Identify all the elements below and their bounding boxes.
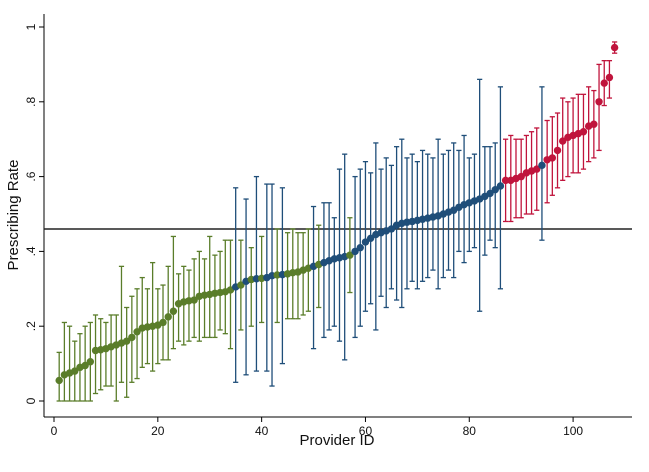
data-point (86, 358, 95, 366)
error-bar (118, 265, 125, 383)
error-bar (461, 134, 467, 264)
data-point (387, 225, 396, 233)
x-axis-title: Provider ID (299, 432, 374, 449)
y-tick-label: .4 (24, 246, 38, 256)
error-bar (108, 314, 114, 387)
data-point (595, 98, 603, 106)
data-point (496, 182, 505, 190)
y-tick-label: .6 (24, 171, 38, 181)
error-bar (61, 321, 67, 402)
x-tick-label: 80 (463, 424, 477, 438)
axes (43, 14, 632, 418)
data-point (538, 161, 546, 170)
data-point (237, 281, 245, 289)
error-bar (321, 202, 327, 339)
x-tick-label: 100 (563, 424, 583, 438)
data-point (346, 251, 354, 259)
error-bar (139, 276, 145, 368)
error-bar (150, 261, 156, 372)
data-point (491, 185, 499, 194)
error-bar (222, 239, 228, 335)
data-point (548, 154, 557, 162)
error-bar (409, 153, 415, 282)
y-tick-label: .8 (24, 96, 38, 106)
error-bar (124, 306, 130, 398)
error-bar (477, 78, 483, 312)
error-bar (482, 146, 488, 256)
error-bar (66, 325, 73, 402)
y-axis-title: Prescribing Rate (5, 160, 22, 271)
data-point (55, 376, 63, 385)
ticks: 0 20 40 60 80 100 0 .2 .4 .6 .8 1 (24, 23, 583, 438)
data-point (122, 337, 131, 345)
data-point (133, 328, 141, 336)
data-point (159, 318, 167, 327)
data-point (71, 367, 79, 375)
y-tick-label: 0 (24, 397, 38, 404)
error-bar (492, 142, 498, 249)
data-point (351, 247, 359, 256)
y-tick-label: .2 (24, 321, 38, 331)
data-point (579, 128, 588, 136)
data-point (610, 43, 619, 52)
data-point (190, 296, 198, 304)
error-bar (56, 351, 62, 402)
data-point (553, 146, 562, 155)
y-tick-label: 1 (24, 23, 38, 30)
data-point (356, 243, 364, 252)
error-bar (181, 265, 187, 346)
error-bar (248, 247, 254, 327)
error-bar (300, 232, 306, 316)
data-points (55, 43, 619, 385)
error-bar (326, 202, 332, 331)
data-point (605, 73, 614, 82)
x-tick-label: 40 (255, 424, 269, 438)
error-bar (295, 232, 301, 320)
error-bar (414, 160, 420, 290)
error-bar (352, 175, 358, 339)
error-bar (269, 183, 275, 387)
error-bar (207, 235, 213, 339)
error-bar (362, 160, 369, 312)
error-bar (175, 273, 182, 342)
error-bar (103, 321, 109, 387)
error-bar (98, 318, 104, 391)
error-bar (243, 198, 249, 376)
data-point (517, 172, 525, 181)
error-bar (113, 314, 119, 402)
data-point (600, 79, 608, 87)
error-bar (165, 265, 171, 361)
data-point (501, 176, 510, 185)
error-bar (186, 269, 192, 342)
error-bar (456, 149, 462, 253)
data-point (559, 137, 567, 145)
error-bar (227, 239, 234, 350)
data-point (169, 307, 178, 315)
data-point (361, 238, 370, 246)
data-point (486, 189, 494, 198)
x-tick-label: 0 (51, 424, 58, 438)
error-bar (170, 235, 176, 350)
data-point (366, 234, 375, 243)
data-point (81, 361, 89, 370)
data-point (164, 313, 172, 321)
data-point (590, 120, 598, 128)
error-bar (596, 63, 602, 152)
x-tick-label: 20 (151, 424, 165, 438)
data-point (128, 333, 136, 342)
error-bar (92, 314, 99, 395)
data-point (533, 165, 541, 173)
x-tick-label: 60 (359, 424, 373, 438)
error-bar (253, 175, 260, 372)
error-bar (310, 205, 317, 350)
error-bar (331, 217, 337, 327)
